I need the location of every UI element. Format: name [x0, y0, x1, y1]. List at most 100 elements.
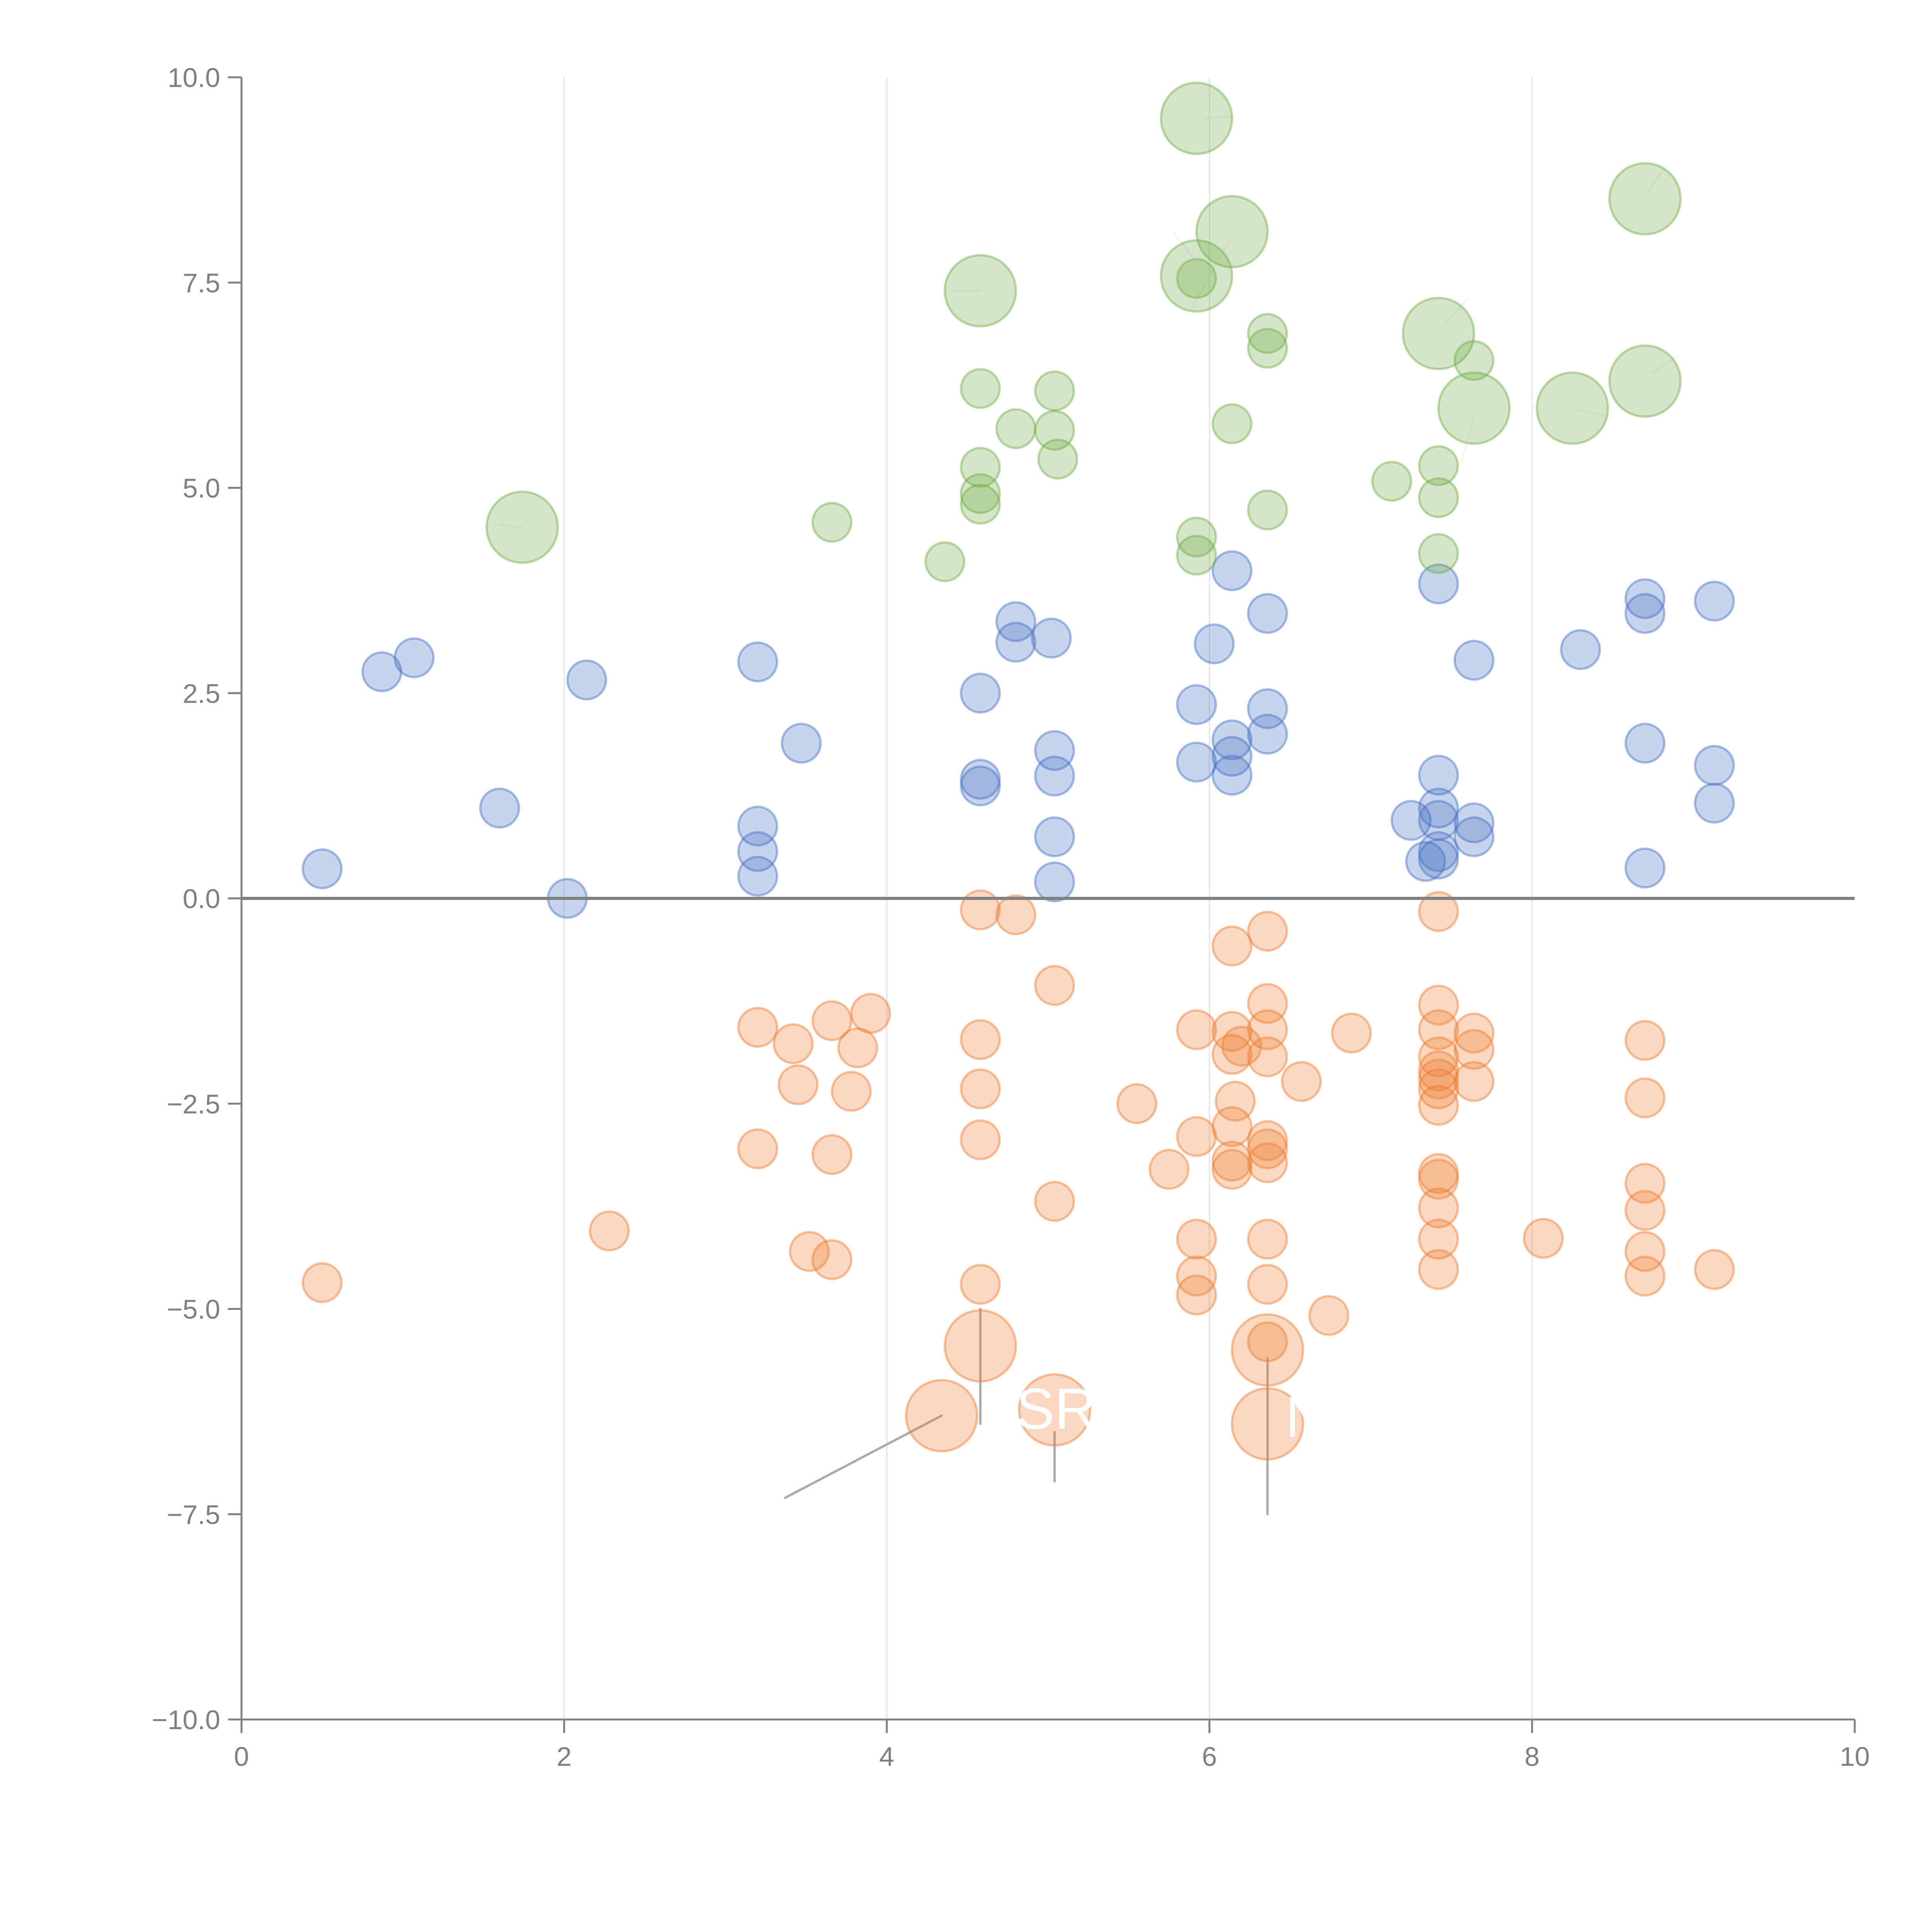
data-point: [1624, 847, 1666, 889]
data-point: [301, 1262, 343, 1303]
data-point: [1221, 1026, 1262, 1067]
data-point: [1453, 639, 1495, 681]
large-bubble: [1536, 371, 1609, 445]
data-point: [960, 1019, 1001, 1060]
data-point: [1247, 328, 1288, 369]
leader-lines: [498, 116, 1679, 1515]
y-tick-label: 10.0: [168, 63, 220, 93]
large-bubble: [944, 1309, 1017, 1383]
large-bubble: [1195, 195, 1269, 269]
data-point: [995, 894, 1036, 935]
large-bubble: [485, 490, 559, 564]
data-point: [995, 622, 1036, 663]
data-point: [960, 672, 1001, 714]
large-bubble: [1608, 344, 1682, 418]
data-point: [1453, 802, 1495, 844]
data-point: [1418, 831, 1459, 872]
y-tick-label: −10.0: [152, 1705, 220, 1735]
data-point: [1247, 1009, 1288, 1050]
data-point: [1560, 629, 1601, 670]
data-point: [1308, 1295, 1349, 1336]
large-bubble: [905, 1379, 978, 1452]
data-point: [1281, 1061, 1322, 1102]
large-bubble: [1608, 162, 1682, 236]
data-point: [737, 855, 778, 897]
data-point: [811, 502, 853, 543]
data-point: [1453, 1029, 1495, 1070]
data-point: [1247, 714, 1288, 755]
data-point: [1211, 550, 1253, 592]
data-point: [960, 759, 1001, 800]
data-point: [1418, 787, 1459, 829]
data-point: [777, 1064, 819, 1105]
leader-line: [1203, 116, 1235, 120]
data-point: [479, 787, 520, 829]
data-point: [1694, 782, 1735, 824]
data-point: [850, 993, 891, 1034]
data-point: [1176, 742, 1217, 783]
data-point: [1418, 445, 1459, 486]
data-point: [960, 368, 1001, 409]
data-point: [781, 723, 822, 764]
data-point: [737, 641, 778, 682]
y-tick-label: −2.5: [167, 1089, 220, 1119]
data-point: [1418, 985, 1459, 1026]
data-point: [1418, 891, 1459, 932]
data-point: [1624, 1020, 1666, 1061]
data-point: [1247, 911, 1288, 952]
large-bubble: [1231, 1313, 1304, 1387]
data-point: [737, 806, 778, 847]
data-point: [837, 1027, 878, 1068]
large-bubble: [944, 254, 1017, 328]
data-point: [1034, 1181, 1075, 1222]
data-point: [1418, 755, 1459, 796]
leader-line: [1647, 166, 1666, 194]
x-tick-label: 4: [879, 1742, 895, 1772]
data-point: [1453, 340, 1495, 381]
large-bubble: [1231, 1387, 1304, 1461]
data-point: [1247, 1264, 1288, 1305]
data-point: [1523, 1218, 1564, 1259]
data-point: [1624, 593, 1666, 634]
annotation-label: SR: [1016, 1376, 1096, 1441]
data-point: [1418, 800, 1459, 841]
data-point: [960, 1119, 1001, 1160]
data-point: [1148, 1149, 1190, 1190]
y-tick-label: 5.0: [183, 473, 220, 503]
leader-line: [498, 524, 524, 529]
data-point: [1418, 1036, 1459, 1078]
data-point: [1247, 1142, 1288, 1184]
data-point: [1176, 258, 1217, 299]
data-point: [737, 831, 778, 872]
data-point: [1624, 1255, 1666, 1297]
data-point: [1624, 1231, 1666, 1272]
data-point: [960, 484, 1001, 525]
data-point: [1211, 403, 1253, 444]
data-point: [1371, 461, 1412, 502]
data-point: [1211, 1106, 1253, 1147]
data-point: [1418, 1085, 1459, 1126]
data-point: [1247, 1218, 1288, 1260]
annotations: SR N: [1016, 1376, 1327, 1449]
large-bubble: [1160, 239, 1233, 313]
data-point: [811, 1239, 853, 1280]
y-tick-label: −5.0: [167, 1294, 220, 1325]
data-point: [1418, 563, 1459, 605]
data-point: [960, 473, 1001, 514]
data-point: [831, 1071, 872, 1112]
data-point: [1116, 1083, 1158, 1124]
data-point: [1418, 1249, 1459, 1290]
data-point: [1176, 534, 1217, 576]
data-points: [301, 82, 1735, 1461]
x-tick-label: 10: [1840, 1742, 1870, 1772]
data-point: [1176, 517, 1217, 558]
data-point: [995, 408, 1036, 449]
data-point: [1418, 1153, 1459, 1194]
data-point: [1390, 800, 1432, 841]
data-point: [995, 601, 1036, 642]
data-point: [811, 1000, 853, 1041]
data-point: [1418, 477, 1459, 518]
data-point: [1034, 861, 1075, 903]
data-point: [1624, 1190, 1666, 1231]
